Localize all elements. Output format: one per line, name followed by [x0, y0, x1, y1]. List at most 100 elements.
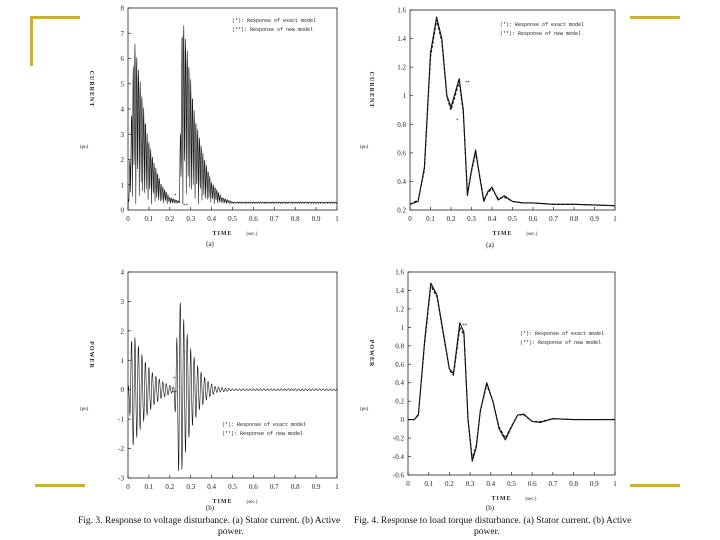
fig4a-legend-exact: (*): Response of exact model [500, 22, 584, 28]
fig4b-legend-new: (**): Response of new model [520, 340, 601, 346]
fig3a-y-tick-label: 1 [121, 181, 125, 189]
fig4b-y-axis-label: POWER [368, 340, 374, 368]
fig3b-x-tick-label: 0.5 [228, 483, 237, 491]
fig4b-series-line-new [408, 285, 615, 459]
fig4b-x-tick-label: 0 [406, 480, 410, 488]
fig4b-y-tick-label: 0.4 [395, 379, 404, 387]
fig4a-series-line-new [409, 19, 616, 207]
fig4b-series-annotation: * [456, 347, 459, 352]
fig3b-x-tick-label: 0.6 [249, 483, 258, 491]
fig3a-x-axis-unit: (sec.) [247, 232, 258, 237]
fig4a-series-annotation: ** [465, 81, 471, 86]
fig3b-x-tick-label: 0 [126, 483, 130, 491]
fig3a-x-tick-label: 1 [335, 215, 339, 223]
fig4b-x-tick-label: 0.3 [466, 480, 475, 488]
fig4b-x-tick-label: 0.5 [507, 480, 516, 488]
frame-bar-bottom-right [630, 484, 680, 487]
fig3b-x-tick-label: 1 [335, 483, 339, 491]
fig4a-y-tick-label: 0.8 [397, 121, 406, 129]
fig4a-y-axis-unit: (pu) [360, 145, 369, 150]
fig4a-x-tick-label: 0 [408, 215, 412, 223]
fig4b-x-tick-label: 0.9 [590, 480, 599, 488]
fig4b-x-axis-unit: (sec.) [526, 497, 537, 502]
fig3b-y-tick-label: 2 [121, 327, 125, 335]
fig4a-series-line-exact [409, 16, 616, 207]
fig4b-plot-frame [407, 271, 616, 476]
fig4a-x-tick-label: 0.9 [590, 215, 599, 223]
fig4a-y-tick-label: 0.6 [397, 149, 406, 157]
fig3a-series-annotation: ** [183, 204, 189, 209]
fig4a-x-tick-label: 0.8 [570, 215, 579, 223]
fig3a-y-tick-label: 2 [121, 156, 125, 164]
fig3b-legend-exact: (*): Response of exact model [222, 422, 306, 428]
fig3b-panel-letter: (b) [206, 504, 215, 512]
fig3a-x-tick-label: 0.5 [228, 215, 237, 223]
fig3b-plot-frame [127, 271, 338, 479]
fig4a-x-tick-label: 0.6 [529, 215, 538, 223]
fig3b-series-line-exact [127, 302, 338, 472]
fig4-caption: Fig. 4. Response to load torque disturba… [354, 516, 644, 538]
fig4a-x-tick-label: 0.2 [447, 215, 456, 223]
fig3b-y-tick-label: -3 [118, 475, 124, 483]
fig4a-y-tick-label: 1 [403, 92, 407, 100]
fig3-caption-line2: power. [218, 527, 244, 537]
fig3b-y-axis-label: POWER [88, 341, 94, 369]
fig3a-y-axis-unit: (pu) [80, 145, 89, 150]
fig3a-x-tick-label: 0.1 [145, 215, 154, 223]
fig3a-y-tick-label: 7 [121, 30, 125, 38]
fig3b-legend-new: (**): Response of new model [222, 431, 303, 437]
frame-bar-top-left [30, 16, 80, 19]
fig3b-series-annotation: * [173, 377, 176, 382]
fig4b-y-tick-label: 1 [401, 324, 405, 332]
fig3b-x-axis-unit: (sec.) [247, 500, 258, 505]
fig3-caption-line1: Fig. 3. Response to voltage disturbance.… [78, 516, 341, 526]
fig4b-x-tick-label: 0.8 [569, 480, 578, 488]
fig3a-x-tick-label: 0.3 [186, 215, 195, 223]
fig4b-y-tick-label: 0.2 [395, 398, 404, 406]
fig3b-x-tick-label: 0.2 [165, 483, 174, 491]
fig3a-x-tick-label: 0.7 [270, 215, 279, 223]
fig3b-x-tick-label: 0.7 [270, 483, 279, 491]
fig3b-x-tick-label: 0.4 [207, 483, 216, 491]
fig4b-panel-letter: (b) [486, 504, 495, 512]
fig4-caption-line2: power. [474, 527, 500, 537]
fig4a-plot-frame [409, 9, 616, 211]
fig4b-y-tick-label: -0.2 [393, 435, 405, 443]
fig3a-legend-new: (**): Response of new model [232, 27, 313, 33]
fig3a-y-tick-label: 5 [121, 80, 125, 88]
fig4a-x-tick-label: 0.4 [488, 215, 497, 223]
fig4a-y-tick-label: 0.2 [397, 207, 406, 215]
fig4b-series-annotation: ** [462, 324, 468, 329]
frame-bar-bottom-left [35, 484, 85, 487]
fig3a-y-tick-label: 8 [121, 5, 125, 13]
fig3b-x-tick-label: 0.8 [291, 483, 300, 491]
fig3a-x-tick-label: 0.8 [291, 215, 300, 223]
fig3b-y-tick-label: -1 [118, 416, 124, 424]
fig4b-x-tick-label: 1 [613, 480, 617, 488]
fig3b-x-tick-label: 0.1 [145, 483, 154, 491]
fig3b-y-tick-label: 1 [121, 357, 125, 365]
fig4b-y-tick-label: 1.4 [395, 287, 404, 295]
fig4a-x-tick-label: 0.5 [508, 215, 517, 223]
fig3b-x-axis-label: TIME [212, 499, 232, 505]
fig4b-x-tick-label: 0.2 [445, 480, 454, 488]
fig3a-x-axis-label: TIME [212, 231, 232, 237]
fig4b-x-tick-label: 0.6 [528, 480, 537, 488]
fig3b-x-tick-label: 0.3 [186, 483, 195, 491]
fig3b-y-tick-label: -2 [118, 445, 124, 453]
fig3a-y-tick-label: 6 [121, 55, 125, 63]
fig4b-legend-exact: (*): Response of exact model [520, 331, 604, 337]
fig4a-y-tick-label: 1.4 [397, 35, 406, 43]
fig4-caption-line1: Fig. 4. Response to load torque disturba… [354, 516, 632, 526]
fig3a-x-tick-label: 0.9 [312, 215, 321, 223]
fig4a-legend-new: (**): Response of new model [500, 31, 581, 37]
fig4b-y-tick-label: -0.4 [393, 453, 405, 461]
fig4a-x-axis-label: TIME [492, 231, 512, 237]
fig4b-x-tick-label: 0.4 [486, 480, 495, 488]
fig3b-y-axis-unit: (pu) [80, 407, 89, 412]
fig3a-x-tick-label: 0.4 [207, 215, 216, 223]
fig4a-panel-letter: (a) [486, 241, 494, 249]
fig3b-y-tick-label: 0 [121, 386, 125, 394]
fig3a-legend-exact: (*): Response of exact model [232, 18, 316, 24]
